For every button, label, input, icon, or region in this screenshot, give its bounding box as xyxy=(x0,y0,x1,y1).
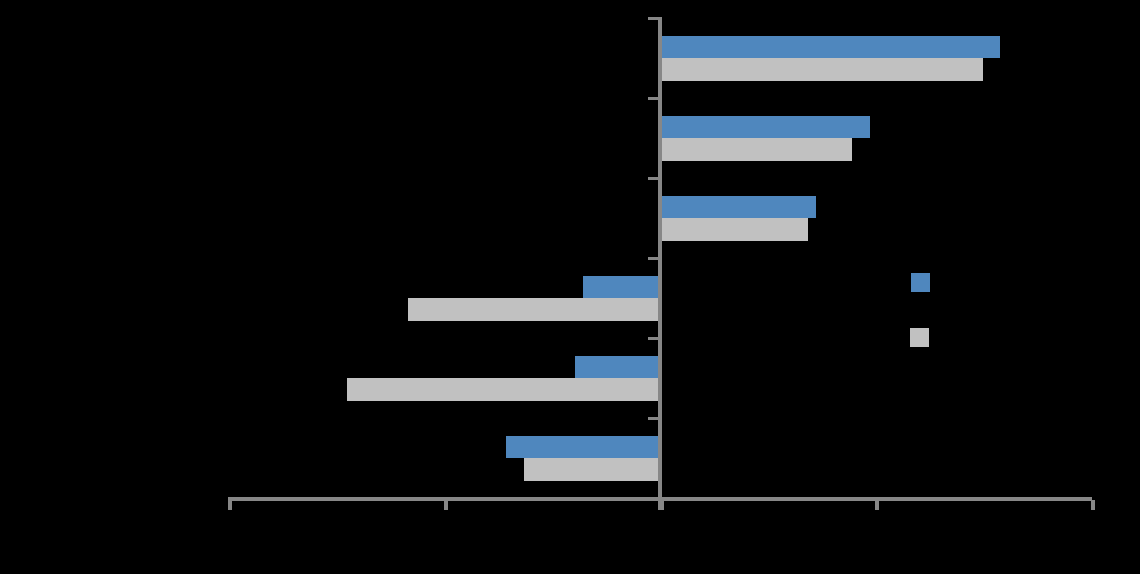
x-axis-line xyxy=(228,497,1092,501)
y-axis-tick-6 xyxy=(648,417,658,420)
bar-blue-series-row-1 xyxy=(660,36,1001,58)
legend-swatch-blue-series xyxy=(911,273,930,292)
bar-gray-series-row-3 xyxy=(660,218,809,241)
bar-blue-series-row-6 xyxy=(505,436,660,458)
bar-gray-series-row-5 xyxy=(347,378,660,401)
x-axis-tick-2 xyxy=(444,500,448,510)
bar-gray-series-row-4 xyxy=(408,298,660,321)
y-axis-tick-5 xyxy=(648,337,658,340)
x-axis-tick-1 xyxy=(228,500,232,510)
bar-blue-series-row-4 xyxy=(583,276,660,298)
y-axis-line xyxy=(658,17,662,510)
y-axis-tick-1 xyxy=(648,17,658,20)
y-axis-tick-4 xyxy=(648,257,658,260)
x-axis-tick-5 xyxy=(1091,500,1095,510)
bar-blue-series-row-2 xyxy=(660,116,870,138)
y-axis-tick-3 xyxy=(648,177,658,180)
y-axis-tick-2 xyxy=(648,97,658,100)
bar-gray-series-row-6 xyxy=(524,458,660,481)
x-axis-tick-4 xyxy=(875,500,879,510)
bar-gray-series-row-1 xyxy=(660,58,984,81)
bar-blue-series-row-3 xyxy=(660,196,817,218)
bar-blue-series-row-5 xyxy=(575,356,660,378)
x-axis-tick-3 xyxy=(660,500,664,510)
legend-swatch-gray-series xyxy=(910,328,929,347)
bar-gray-series-row-2 xyxy=(660,138,852,161)
